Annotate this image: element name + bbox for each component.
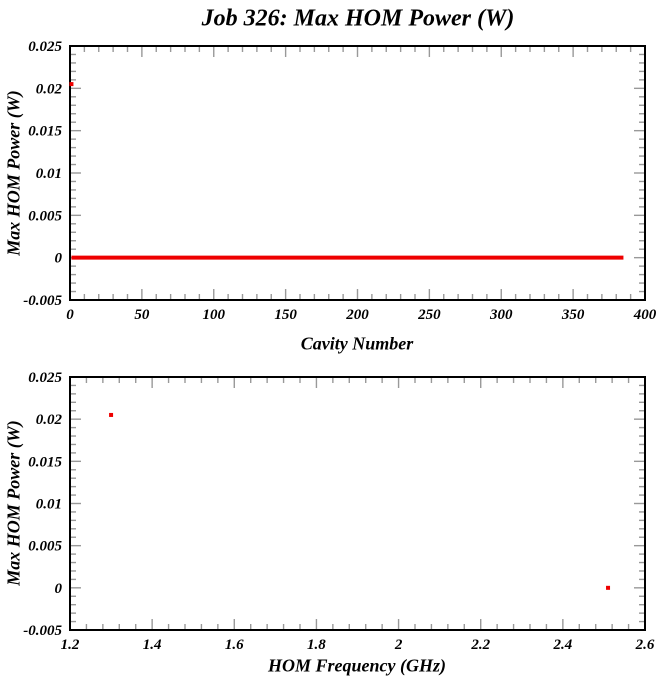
y-tick-label: 0.005 bbox=[28, 539, 62, 555]
max-power-vs-cavity-peak bbox=[69, 82, 74, 87]
x-tick-label: 1.2 bbox=[61, 637, 80, 653]
x-tick-label: 200 bbox=[345, 307, 369, 323]
y-tick-label: 0.005 bbox=[28, 208, 62, 224]
x-tick-label: 2.6 bbox=[635, 637, 655, 653]
y-tick-label: -0.005 bbox=[23, 293, 62, 309]
x-axis-label-top: Cavity Number bbox=[300, 333, 414, 354]
x-tick-label: 50 bbox=[134, 307, 150, 323]
y-tick-label: 0.01 bbox=[36, 166, 62, 182]
x-tick-label: 0 bbox=[66, 307, 74, 323]
y-tick-label: 0.02 bbox=[36, 81, 63, 97]
y-axis-label-bottom: Max HOM Power (W) bbox=[3, 420, 24, 586]
y-axis-label-top: Max HOM Power (W) bbox=[3, 90, 24, 256]
x-tick-label: 1.6 bbox=[225, 637, 244, 653]
x-tick-label: 250 bbox=[417, 307, 441, 323]
x-tick-label: 2.2 bbox=[470, 637, 490, 653]
x-tick-label: 1.4 bbox=[143, 637, 162, 653]
plot-frame bbox=[69, 376, 646, 631]
y-tick-label: 0.01 bbox=[36, 497, 62, 513]
y-tick-label: -0.005 bbox=[23, 623, 62, 639]
x-axis-label-bottom: HOM Frequency (GHz) bbox=[268, 655, 446, 676]
y-tick-label: 0 bbox=[55, 581, 63, 597]
max-power-vs-frequency-points bbox=[109, 412, 114, 417]
x-tick-label: 2.4 bbox=[552, 637, 572, 653]
y-tick-label: 0.015 bbox=[28, 454, 62, 470]
x-tick-label: 100 bbox=[203, 307, 226, 323]
max-power-vs-frequency-points bbox=[606, 585, 611, 590]
x-tick-label: 350 bbox=[561, 307, 585, 323]
x-tick-label: 2 bbox=[394, 637, 403, 653]
x-tick-label: 300 bbox=[489, 307, 513, 323]
x-tick-label: 150 bbox=[274, 307, 297, 323]
y-tick-label: 0.025 bbox=[28, 39, 62, 55]
plot-frame bbox=[69, 45, 646, 301]
x-tick-label: 400 bbox=[633, 307, 657, 323]
x-tick-label: 1.8 bbox=[307, 637, 326, 653]
y-tick-label: 0 bbox=[55, 251, 63, 267]
y-tick-label: 0.015 bbox=[28, 124, 62, 140]
y-tick-label: 0.02 bbox=[36, 412, 63, 428]
chart-title: Job 326: Max HOM Power (W) bbox=[201, 5, 515, 32]
y-tick-label: 0.025 bbox=[28, 370, 62, 386]
